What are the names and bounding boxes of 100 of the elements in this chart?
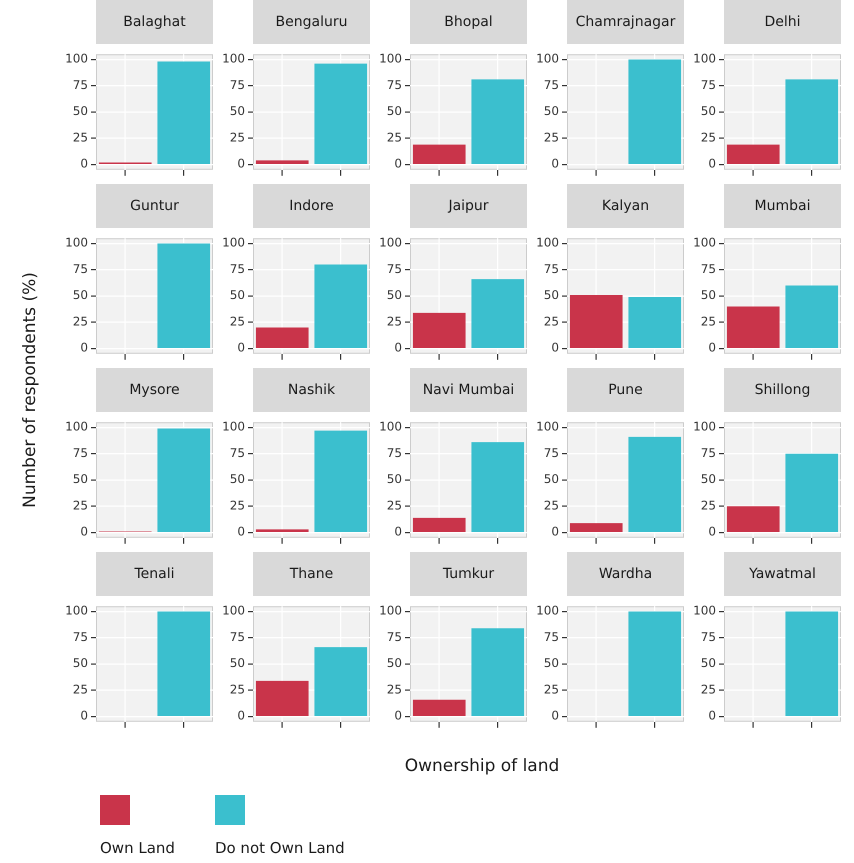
chart-title: Wardha: [567, 552, 684, 596]
y-tick-label: 0: [708, 340, 716, 355]
y-tick-label: 75: [544, 262, 559, 276]
y-tick-label: 0: [394, 156, 402, 171]
y-tick-label: 25: [700, 682, 716, 696]
y-tick-label: 100: [379, 604, 402, 618]
y-tick-label: 75: [386, 262, 402, 276]
y-tick-label: 0: [394, 524, 402, 539]
chart-title: Navi Mumbai: [410, 368, 527, 412]
y-tick-label: 25: [72, 682, 88, 696]
y-tick-label: 75: [544, 446, 559, 460]
y-tick-label: 50: [230, 656, 245, 670]
chart-title: Yawatmal: [724, 552, 841, 596]
chart-title: Indore: [253, 184, 370, 228]
y-tick-label: 100: [693, 604, 716, 618]
chart-title: Bengaluru: [253, 0, 370, 44]
y-tick-label: 50: [72, 288, 88, 302]
y-tick-label: 0: [708, 708, 716, 723]
y-tick-label: 25: [386, 314, 402, 328]
y-tick-label: 100: [65, 604, 88, 618]
y-tick-label: 50: [230, 288, 245, 302]
y-tick-label: 25: [230, 498, 245, 512]
y-tick-label: 100: [222, 604, 245, 618]
y-tick-label: 75: [230, 446, 245, 460]
chart-title: Guntur: [96, 184, 213, 228]
legend-label: Do not Own Land: [214, 839, 345, 857]
y-tick-label: 0: [80, 524, 88, 539]
y-tick-label: 25: [386, 682, 402, 696]
y-tick-label: 0: [80, 156, 88, 171]
y-tick-label: 25: [700, 498, 716, 512]
y-tick-label: 75: [386, 446, 402, 460]
y-tick-label: 50: [72, 104, 88, 118]
chart-title: Nashik: [253, 368, 370, 412]
y-tick-label: 75: [700, 262, 716, 276]
chart-title: Chamrajnagar: [567, 0, 684, 44]
y-tick-label: 75: [544, 630, 559, 644]
y-tick-label: 100: [536, 420, 559, 434]
y-axis-title: Number of respondents (%): [20, 271, 40, 510]
y-tick-label: 25: [544, 682, 559, 696]
chart-title: Mumbai: [724, 184, 841, 228]
y-tick-label: 75: [72, 78, 88, 92]
y-tick-label: 50: [544, 656, 559, 670]
y-tick-label: 75: [700, 446, 716, 460]
y-tick-label: 50: [72, 472, 88, 486]
chart-title: Kalyan: [567, 184, 684, 228]
y-tick-label: 25: [230, 314, 245, 328]
chart-title: Tumkur: [410, 552, 527, 596]
y-tick-label: 0: [551, 524, 559, 539]
y-tick-label: 50: [230, 472, 245, 486]
chart-title: Thane: [253, 552, 370, 596]
y-tick-label: 50: [700, 656, 716, 670]
y-tick-label: 25: [700, 314, 716, 328]
y-tick-label: 100: [222, 420, 245, 434]
y-tick-label: 100: [693, 420, 716, 434]
y-tick-label: 0: [394, 340, 402, 355]
y-tick-label: 0: [80, 340, 88, 355]
y-tick-label: 25: [544, 314, 559, 328]
y-tick-label: 100: [379, 52, 402, 66]
y-tick-label: 25: [230, 130, 245, 144]
y-tick-label: 75: [700, 78, 716, 92]
y-tick-label: 75: [72, 446, 88, 460]
chart-title: Pune: [567, 368, 684, 412]
y-tick-label: 0: [237, 708, 245, 723]
y-tick-label: 0: [394, 708, 402, 723]
y-tick-label: 50: [386, 656, 402, 670]
y-tick-label: 25: [72, 498, 88, 512]
y-tick-label: 100: [222, 52, 245, 66]
y-tick-label: 0: [551, 340, 559, 355]
y-tick-label: 0: [708, 156, 716, 171]
y-tick-label: 75: [700, 630, 716, 644]
y-tick-label: 50: [386, 288, 402, 302]
chart-title: Bhopal: [410, 0, 527, 44]
y-tick-label: 25: [544, 130, 559, 144]
y-tick-label: 100: [536, 236, 559, 250]
chart-title: Balaghat: [96, 0, 213, 44]
y-tick-label: 50: [230, 104, 245, 118]
y-tick-label: 50: [700, 288, 716, 302]
y-tick-label: 100: [536, 52, 559, 66]
y-tick-label: 50: [544, 288, 559, 302]
y-tick-label: 25: [386, 130, 402, 144]
y-tick-label: 100: [693, 236, 716, 250]
y-tick-label: 50: [386, 472, 402, 486]
chart-title: Jaipur: [410, 184, 527, 228]
y-tick-label: 50: [700, 472, 716, 486]
y-tick-label: 100: [379, 236, 402, 250]
y-tick-label: 25: [386, 498, 402, 512]
y-tick-label: 75: [544, 78, 559, 92]
y-tick-label: 50: [544, 104, 559, 118]
y-tick-label: 100: [65, 52, 88, 66]
y-tick-label: 0: [237, 524, 245, 539]
y-tick-label: 0: [551, 156, 559, 171]
chart-title: Mysore: [96, 368, 213, 412]
y-tick-label: 25: [72, 314, 88, 328]
y-tick-label: 25: [700, 130, 716, 144]
y-tick-label: 0: [80, 708, 88, 723]
y-tick-label: 50: [72, 656, 88, 670]
y-tick-label: 100: [222, 236, 245, 250]
y-tick-label: 75: [386, 78, 402, 92]
x-axis-title: Ownership of land: [404, 756, 560, 776]
chart-title: Tenali: [96, 552, 213, 596]
